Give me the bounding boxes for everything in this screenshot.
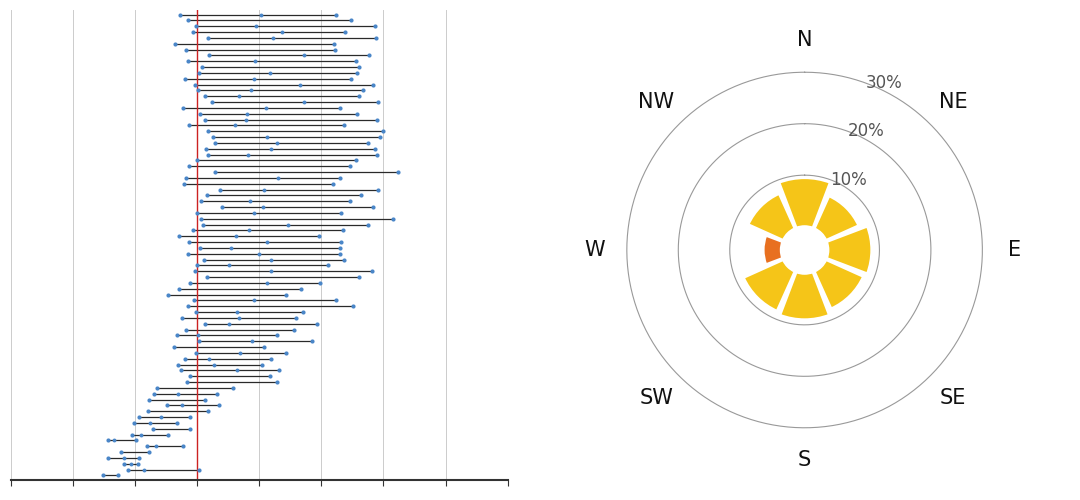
Text: E: E: [1008, 240, 1021, 260]
Text: 20%: 20%: [848, 122, 885, 140]
Text: 30%: 30%: [865, 74, 902, 92]
Polygon shape: [781, 226, 828, 274]
Bar: [780, 272, 829, 320]
Bar: [743, 260, 795, 311]
Bar: [764, 236, 783, 264]
Bar: [779, 178, 831, 228]
Text: SW: SW: [639, 388, 673, 408]
Text: 10%: 10%: [831, 170, 867, 188]
Text: SE: SE: [940, 388, 967, 408]
Text: S: S: [798, 450, 811, 470]
Bar: [826, 226, 872, 274]
Bar: [748, 194, 795, 240]
Text: W: W: [584, 240, 605, 260]
Text: N: N: [797, 30, 812, 50]
Text: NE: NE: [939, 92, 968, 112]
Text: NW: NW: [638, 92, 674, 112]
Bar: [814, 196, 859, 240]
Bar: [814, 260, 864, 309]
